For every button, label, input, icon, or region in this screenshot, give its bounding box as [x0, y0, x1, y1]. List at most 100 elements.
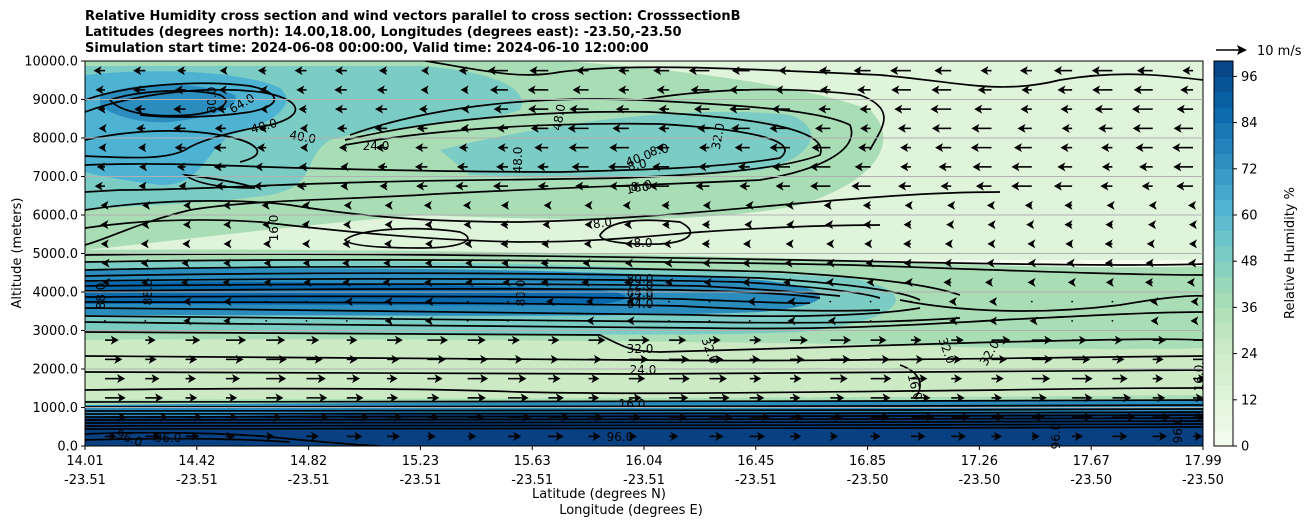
wind-vector	[749, 393, 765, 403]
wind-vector	[105, 374, 126, 384]
wind-vector	[1193, 374, 1203, 384]
chart-title-line-3: Simulation start time: 2024-06-08 00:00:…	[85, 41, 649, 56]
wind-vector	[628, 354, 649, 364]
wind-vector	[93, 66, 105, 76]
x-tick-label-longitude: -23.51	[288, 473, 330, 488]
wind-vector	[96, 162, 105, 172]
contour-label: 32.0	[627, 342, 654, 356]
contour-line	[85, 414, 1203, 418]
x-tick-label-latitude: 16.45	[737, 454, 774, 469]
wind-vector	[507, 393, 529, 403]
wind-vector	[223, 239, 232, 249]
wind-vector	[223, 258, 232, 268]
wind-vector	[1031, 335, 1053, 345]
wind-vector	[1105, 277, 1114, 287]
colorbar-tick-label: 72	[1241, 162, 1258, 177]
wind-vector	[943, 277, 952, 287]
wind-vector	[588, 335, 606, 345]
contour-line	[639, 88, 885, 151]
wind-vector	[790, 374, 802, 384]
y-tick-label: 4000.0	[33, 286, 79, 301]
x-tick-label-latitude: 14.01	[66, 454, 103, 469]
x-tick-label-latitude: 17.67	[1073, 454, 1110, 469]
wind-vector	[105, 412, 127, 422]
wind-vector	[302, 200, 311, 210]
wind-vector	[343, 220, 352, 230]
wind-vector	[1011, 181, 1032, 191]
wind-vector	[134, 104, 146, 114]
wind-vector	[749, 431, 766, 441]
wind-vector	[467, 431, 477, 441]
contour-label: 80.0	[514, 280, 528, 307]
wind-vector	[1188, 258, 1197, 268]
wind-vector	[669, 412, 687, 422]
contour-line	[85, 387, 1203, 395]
wind-vector	[1067, 277, 1076, 287]
wind-vector	[991, 335, 1011, 345]
wind-vector	[870, 431, 881, 441]
wind-vector	[306, 393, 328, 403]
wind-vector	[176, 162, 186, 172]
wind-vector	[652, 162, 670, 172]
wind-vector	[1188, 220, 1197, 230]
colorbar-band	[1214, 184, 1233, 201]
wind-vector	[1111, 319, 1114, 322]
wind-vector	[663, 239, 672, 249]
wind-vector	[1031, 412, 1046, 422]
x-tick-label-latitude: 16.04	[625, 454, 662, 469]
contour-line	[85, 272, 921, 301]
wind-vector	[1152, 412, 1171, 422]
wind-vector	[1152, 393, 1166, 403]
colorbar-tick-label: 12	[1241, 393, 1258, 408]
wind-vector	[991, 374, 1004, 384]
wind-vector	[507, 412, 531, 422]
wind-vector	[787, 316, 796, 326]
x-tick-label-longitude: -23.51	[511, 473, 553, 488]
wind-vector	[424, 220, 433, 230]
wind-vector	[930, 104, 952, 114]
wind-vector	[894, 104, 911, 114]
wind-vector	[870, 374, 892, 384]
contour-line	[85, 288, 821, 299]
wind-vector	[584, 220, 593, 230]
wind-vector	[266, 393, 284, 403]
wind-vector	[784, 258, 793, 268]
wind-vector	[910, 374, 928, 384]
contour-line	[85, 191, 1001, 223]
contour-label: 48.0	[511, 147, 525, 174]
wind-vector	[1029, 316, 1038, 326]
colorbar-tick-label: 96	[1241, 70, 1258, 85]
contour-line	[420, 61, 1203, 88]
wind-vector	[790, 412, 804, 422]
wind-vector	[104, 319, 106, 322]
colorbar-band	[1214, 338, 1233, 355]
wind-vector	[618, 66, 629, 76]
wind-vector	[890, 66, 911, 76]
wind-vector	[1141, 181, 1153, 191]
wind-vector	[951, 412, 971, 422]
wind-vector	[414, 162, 428, 172]
wind-vector	[263, 258, 272, 268]
wind-vector	[185, 431, 200, 441]
wind-vector	[900, 143, 911, 153]
contour-label: 24.0	[630, 363, 657, 377]
contour-line	[85, 265, 961, 296]
wind-vector	[467, 374, 489, 384]
colorbar-band	[1214, 369, 1233, 385]
contour-line	[85, 369, 1203, 375]
wind-vector	[904, 200, 913, 210]
wind-vector	[974, 104, 992, 114]
wind-vector	[951, 393, 965, 403]
wind-vector	[144, 300, 147, 303]
colorbar-band	[1214, 122, 1233, 139]
wind-vector	[427, 354, 447, 364]
wind-vector	[222, 200, 231, 210]
wind-vector	[900, 162, 911, 172]
colorbar-band	[1214, 353, 1233, 370]
wind-vector	[379, 181, 388, 191]
wind-vector	[749, 412, 771, 422]
wind-vector	[690, 85, 710, 95]
wind-vector	[1193, 412, 1203, 422]
contour-line	[85, 307, 921, 318]
wind-vector	[1053, 181, 1073, 191]
